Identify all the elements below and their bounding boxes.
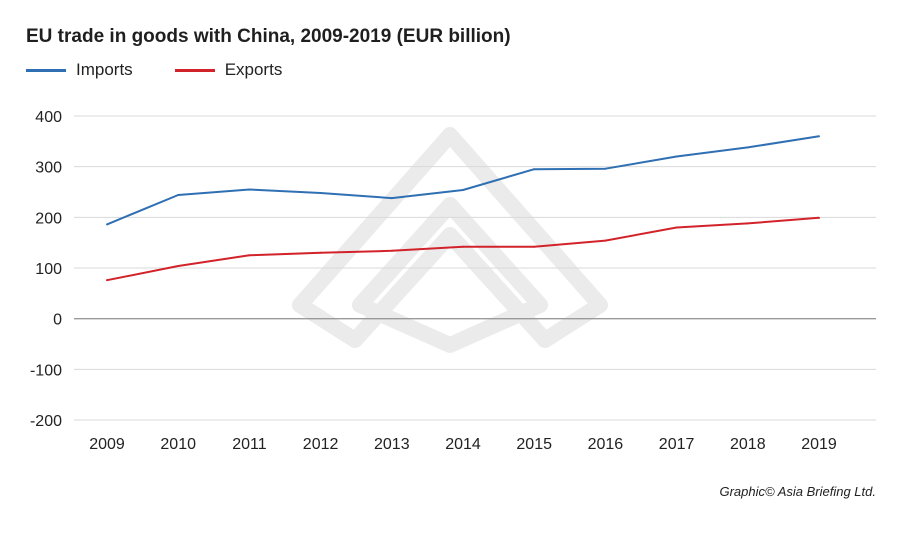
y-tick-label: -200 — [30, 413, 62, 430]
legend-swatch-imports — [26, 68, 66, 72]
data-point-exports — [177, 264, 180, 267]
legend-item-exports: Exports — [174, 60, 283, 80]
chart-legend: Imports Exports — [26, 60, 324, 80]
series-lines — [106, 135, 820, 282]
data-point-exports — [106, 279, 108, 282]
data-point-exports — [533, 245, 536, 248]
y-tick-label: 300 — [35, 160, 62, 177]
data-point-imports — [604, 167, 607, 170]
data-point-imports — [319, 192, 322, 195]
data-point-imports — [746, 146, 749, 149]
x-tick-label: 2012 — [303, 436, 339, 453]
data-point-imports — [106, 223, 108, 226]
chart-title: EU trade in goods with China, 2009-2019 … — [26, 26, 511, 47]
x-tick-label: 2018 — [730, 436, 766, 453]
data-point-imports — [818, 135, 820, 138]
data-point-exports — [390, 249, 393, 252]
y-tick-label: 400 — [35, 109, 62, 126]
x-tick-label: 2013 — [374, 436, 410, 453]
data-point-imports — [462, 188, 464, 191]
data-point-imports — [533, 168, 536, 171]
data-point-exports — [604, 239, 607, 242]
gridlines — [74, 115, 876, 421]
data-point-imports — [248, 188, 251, 191]
data-point-exports — [675, 226, 678, 229]
x-tick-label: 2017 — [659, 436, 695, 453]
data-point-exports — [746, 222, 749, 225]
x-tick-label: 2010 — [160, 436, 196, 453]
data-point-imports — [675, 155, 678, 158]
legend-label-exports: Exports — [224, 60, 283, 79]
y-tick-label: 0 — [53, 312, 62, 329]
legend-item-imports: Imports — [26, 60, 133, 80]
x-tick-label: 2009 — [89, 436, 125, 453]
data-point-imports — [177, 194, 180, 197]
y-tick-label: 100 — [35, 261, 62, 278]
watermark-logo — [292, 127, 608, 353]
data-point-exports — [462, 245, 464, 248]
data-point-exports — [248, 254, 251, 257]
x-tick-label: 2016 — [588, 436, 624, 453]
y-axis-ticks: 400 300 200 100 0 -100 -200 — [30, 109, 62, 430]
x-tick-label: 2019 — [801, 436, 837, 453]
y-tick-label: 200 — [35, 210, 62, 227]
x-tick-label: 2015 — [516, 436, 552, 453]
data-point-exports — [818, 216, 820, 219]
legend-swatch-exports — [174, 68, 215, 72]
credit-text: Graphic© Asia Briefing Ltd. — [719, 484, 876, 499]
y-tick-label: -100 — [30, 362, 62, 379]
legend-label-imports: Imports — [76, 60, 133, 79]
data-point-exports — [319, 251, 322, 254]
x-tick-label: 2014 — [445, 436, 481, 453]
x-axis-ticks: 2009 2010 2011 2012 2013 2014 2015 2016 2017 2018… — [89, 436, 837, 453]
x-tick-label: 2011 — [232, 436, 267, 453]
data-point-imports — [390, 197, 393, 200]
